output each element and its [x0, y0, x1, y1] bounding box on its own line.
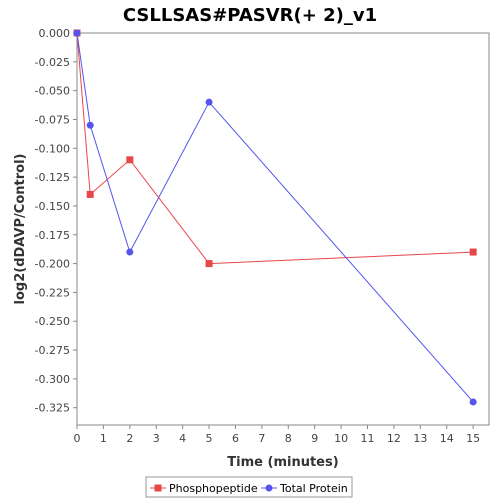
chart-title: CSLLSAS#PASVR(+ 2)_v1	[123, 5, 377, 26]
y-tick-label: -0.100	[35, 142, 70, 155]
legend-label: Phosphopeptide	[169, 482, 258, 495]
x-axis: 0 1 2 3 4 5 6 7 8 9 10 11 12 13 14 15	[74, 425, 480, 445]
data-point	[469, 248, 477, 256]
x-tick-label: 9	[311, 432, 318, 445]
x-tick-label: 14	[440, 432, 454, 445]
y-axis: 0.000 -0.025 -0.050 -0.075 -0.100 -0.125 -0.15…	[35, 27, 77, 415]
data-point	[86, 121, 94, 129]
y-tick-label: 0.000	[39, 27, 71, 40]
x-tick-label: 2	[126, 432, 133, 445]
x-tick-label: 11	[361, 432, 375, 445]
x-tick-label: 6	[232, 432, 239, 445]
x-tick-label: 1	[100, 432, 107, 445]
x-tick-label: 12	[387, 432, 401, 445]
y-tick-label: -0.175	[35, 229, 70, 242]
y-tick-label: -0.125	[35, 171, 70, 184]
y-tick-label: -0.075	[35, 113, 70, 126]
legend-label: Total Protein	[279, 482, 348, 495]
data-point	[205, 260, 213, 268]
y-tick-label: -0.275	[35, 344, 70, 357]
x-tick-label: 7	[258, 432, 265, 445]
x-axis-label: Time (minutes)	[227, 455, 338, 470]
data-point	[469, 398, 477, 406]
y-axis-label: log2(dDAVP/Control)	[13, 154, 28, 305]
y-tick-label: -0.300	[35, 373, 70, 386]
legend-box	[145, 476, 353, 498]
x-tick-label: 4	[179, 432, 186, 445]
x-tick-label: 10	[334, 432, 348, 445]
x-tick-label: 5	[206, 432, 213, 445]
x-tick-label: 13	[413, 432, 427, 445]
data-point	[86, 190, 94, 198]
y-tick-label: -0.200	[35, 258, 70, 271]
legend-marker	[265, 484, 273, 492]
y-tick-label: -0.225	[35, 286, 70, 299]
data-point	[126, 248, 134, 256]
series-layer	[73, 29, 477, 406]
x-tick-label: 15	[466, 432, 480, 445]
data-point	[126, 156, 134, 164]
y-tick-label: -0.250	[35, 315, 70, 328]
x-tick-label: 8	[285, 432, 292, 445]
x-tick-label: 0	[74, 432, 81, 445]
data-point	[73, 29, 81, 37]
legend: Phosphopeptide Total Protein	[150, 482, 348, 495]
y-tick-label: -0.150	[35, 200, 70, 213]
y-tick-label: -0.050	[35, 85, 70, 98]
plot-area	[76, 32, 490, 426]
x-tick-label: 3	[153, 432, 160, 445]
legend-marker	[154, 484, 162, 492]
y-tick-label: -0.325	[35, 402, 70, 415]
data-point	[205, 98, 213, 106]
y-tick-label: -0.025	[35, 56, 70, 69]
